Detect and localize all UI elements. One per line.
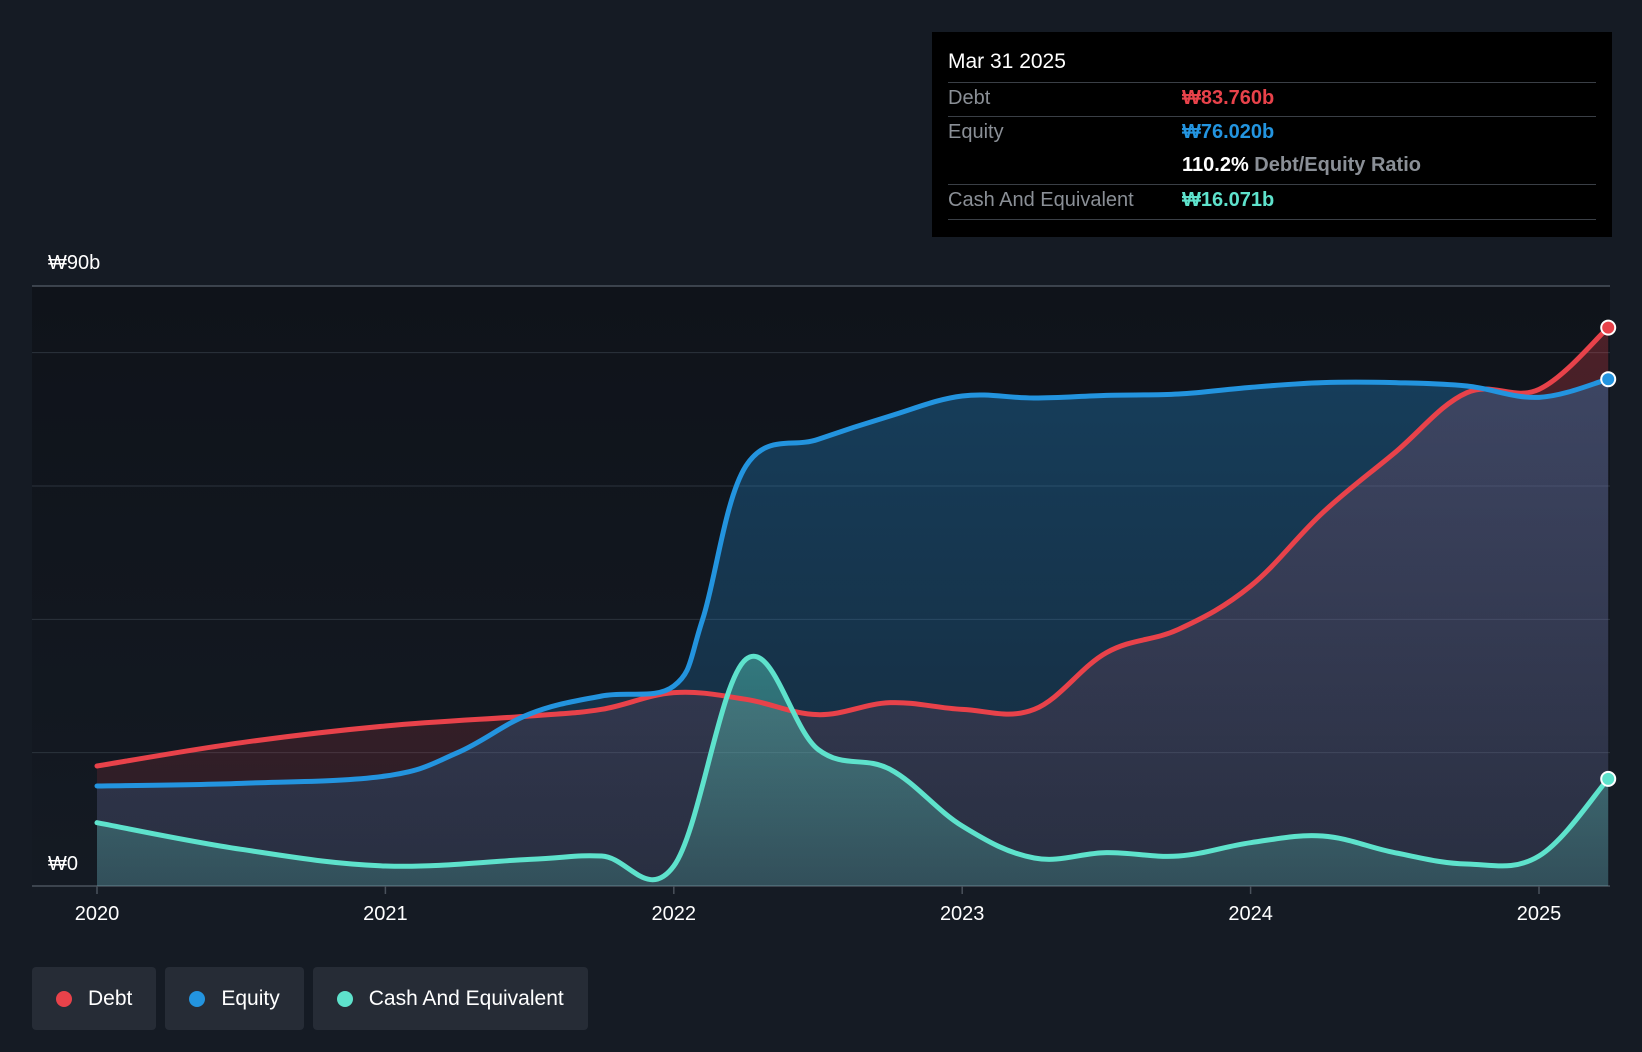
legend-item-equity[interactable]: Equity <box>165 967 304 1030</box>
marker-debt <box>1600 319 1617 336</box>
series-lines <box>94 325 1611 883</box>
legend-label-cash: Cash And Equivalent <box>368 986 564 1010</box>
legend-item-cash[interactable]: Cash And Equivalent <box>312 967 588 1030</box>
tooltip-debt-row: Debt ₩83.760b <box>948 82 1596 117</box>
y-label-top: ₩90b <box>48 252 100 274</box>
x-tick-label-2024: 2024 <box>1228 903 1273 925</box>
marker-cash-and-equivalent <box>1600 770 1617 787</box>
tooltip-ratio-value: 110.2% <box>1182 154 1249 176</box>
line-equity <box>94 376 1611 789</box>
x-tick-label-2025: 2025 <box>1517 903 1562 925</box>
x-tick-label-2020: 2020 <box>75 903 120 925</box>
legend-dot-equity <box>189 990 206 1007</box>
x-tick-label-2021: 2021 <box>363 903 408 925</box>
tooltip: Mar 31 2025 Debt ₩83.760b Equity ₩76.020… <box>932 32 1612 237</box>
x-tick-label-2023: 2023 <box>940 903 985 925</box>
tooltip-ratio-row: 110.2% Debt/Equity Ratio <box>948 150 1596 184</box>
y-label-bottom: ₩0 <box>48 853 78 875</box>
area-cash-and-equivalent <box>97 656 1609 886</box>
tooltip-ratio: 110.2% Debt/Equity Ratio <box>1182 154 1421 177</box>
area-equity <box>97 379 1609 886</box>
legend-item-debt[interactable]: Debt <box>32 967 157 1030</box>
tooltip-cash-label: Cash And Equivalent <box>948 189 1134 211</box>
tooltip-debt-label: Debt <box>948 87 991 109</box>
legend-label-equity: Equity <box>221 986 280 1010</box>
tooltip-equity-row: Equity ₩76.020b <box>948 116 1596 151</box>
series-end-markers <box>1600 319 1617 787</box>
tooltip-cash-row: Cash And Equivalent ₩16.071b <box>948 184 1596 220</box>
tooltip-date: Mar 31 2025 <box>948 50 1066 73</box>
legend-label-debt: Debt <box>88 986 133 1010</box>
legend-dot-cash <box>336 990 353 1007</box>
x-axis: 2020 2021 2022 2023 2024 2025 <box>75 886 1562 925</box>
legend: Debt Equity Cash And Equivalent <box>32 967 588 1030</box>
legend-dot-debt <box>56 990 72 1007</box>
tooltip-cash-value: ₩16.071b <box>1182 189 1275 211</box>
tooltip-ratio-label: Debt/Equity Ratio <box>1254 154 1421 176</box>
tooltip-debt-value: ₩83.760b <box>1182 87 1275 109</box>
tooltip-equity-value: ₩76.020b <box>1182 121 1275 143</box>
tooltip-equity-label: Equity <box>948 121 1004 143</box>
line-debt <box>94 325 1611 769</box>
line-cash-and-equivalent <box>94 653 1611 883</box>
marker-equity <box>1600 371 1617 388</box>
x-tick-label-2022: 2022 <box>652 903 697 925</box>
